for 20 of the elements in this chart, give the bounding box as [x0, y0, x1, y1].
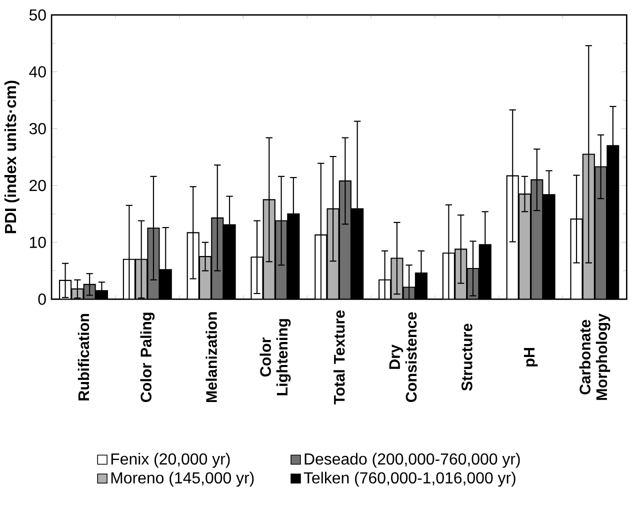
y-tick-label: 20: [30, 180, 46, 192]
legend-label: Fenix (20,000 yr): [111, 453, 230, 468]
legend-label: Moreno (145,000 yr): [111, 472, 254, 487]
x-tick-label: Color Lightening: [260, 319, 291, 396]
y-tick-label: 50: [29, 10, 46, 21]
y-tick-label: 0: [38, 294, 46, 306]
y-tick-label: 30: [29, 123, 46, 134]
x-tick-label: Structure: [462, 324, 472, 391]
x-tick-label: Melanization: [206, 312, 217, 402]
x-tick-label: Total Texture: [334, 310, 345, 405]
x-tick-label: Rubification: [78, 314, 90, 401]
y-axis-title: PDI (index units·cm): [4, 80, 20, 234]
x-tick-label: Color Paling: [140, 312, 155, 402]
legend-label: Deseado (200,000-760,000 yr): [304, 453, 520, 468]
legend-label: Telken (760,000-1,016,000 yr): [304, 472, 516, 487]
y-tick-label: 40: [29, 66, 46, 78]
x-tick-label: Dry Consistence: [389, 312, 417, 402]
x-tick-label: Carbonate Morphology: [579, 314, 610, 400]
x-tick-label: pH: [524, 348, 538, 367]
y-tick-label: 10: [30, 236, 46, 248]
